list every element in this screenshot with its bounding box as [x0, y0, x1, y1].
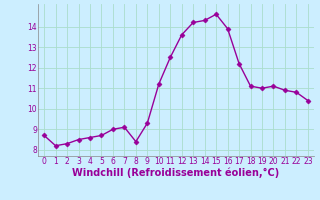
X-axis label: Windchill (Refroidissement éolien,°C): Windchill (Refroidissement éolien,°C)	[72, 168, 280, 178]
